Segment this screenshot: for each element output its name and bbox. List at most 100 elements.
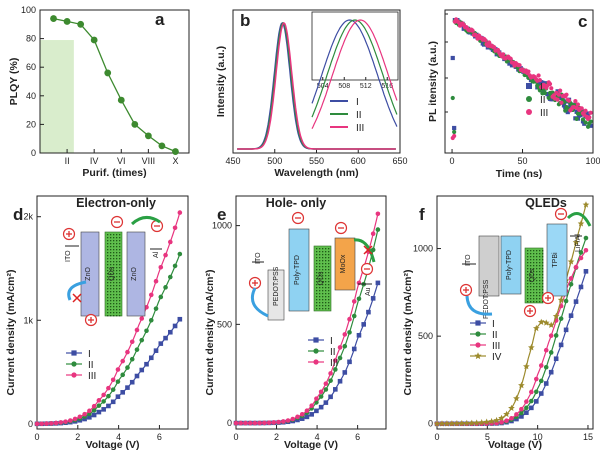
decay-point-III [536, 73, 541, 78]
qd-dot [536, 298, 538, 300]
iv-point-I [328, 394, 333, 400]
iv-point-I [366, 309, 371, 315]
qd-dot [316, 263, 318, 265]
iv-point-IV [468, 419, 476, 426]
legend-marker [71, 350, 77, 356]
shaded-region [40, 40, 74, 153]
qd-dot [328, 269, 330, 271]
qd-dot [539, 289, 541, 291]
legend-marker [526, 109, 532, 115]
x-tick-label: 450 [225, 156, 240, 166]
qd-dot [319, 254, 321, 256]
iv-point-I [106, 403, 111, 409]
qd-dot [325, 290, 327, 292]
qd-dot [539, 298, 541, 300]
iv-point-III [271, 420, 277, 425]
decay-point-III [456, 20, 461, 25]
iv-point-I [333, 387, 338, 392]
qd-dot [119, 315, 121, 317]
qd-dot [110, 255, 112, 257]
qd-dot [542, 268, 544, 270]
legend-label: II [492, 330, 498, 341]
iv-point-I [337, 378, 343, 384]
qd-dot [110, 285, 112, 287]
qd-dot [533, 283, 535, 285]
iv-point-I [129, 379, 135, 385]
qd-dot [316, 272, 318, 274]
iv-point-II [328, 378, 333, 383]
qd-dot [113, 288, 115, 290]
iv-point-III [578, 255, 584, 261]
iv-point-III [534, 376, 539, 382]
qd-dot [116, 246, 118, 248]
iv-point-III [583, 248, 589, 253]
qd-dot [113, 276, 115, 278]
y-tick-label: 0 [428, 419, 433, 429]
qd-dot [319, 248, 321, 250]
iv-point-I [153, 348, 159, 353]
qd-dot [325, 248, 327, 250]
moox-layer-label: MoOx [340, 254, 347, 273]
iv-point-I [148, 355, 154, 361]
qd-dot [119, 264, 121, 266]
qd-dot [322, 266, 324, 268]
lif-label: LiF/Al [575, 234, 582, 252]
qd-dot [319, 263, 321, 265]
decay-point-III [549, 86, 554, 91]
qd-dot [322, 296, 324, 298]
qd-dot [110, 249, 112, 251]
legend-label: I [88, 349, 91, 360]
iv-point-I [573, 299, 579, 304]
qd-dot [527, 277, 529, 279]
iv-point-III [106, 385, 111, 391]
decay-point-I [565, 109, 570, 115]
qd-dot [322, 299, 324, 301]
qd-dot [322, 269, 324, 271]
qd-dot [328, 302, 330, 304]
qd-dot [107, 312, 109, 314]
iv-point-II [134, 347, 140, 352]
iv-point-III [34, 421, 40, 427]
iv-point-III [134, 327, 140, 333]
iv-point-III [262, 420, 267, 426]
iv-point-I [563, 327, 569, 333]
qd-dot [107, 282, 109, 284]
iv-point-III [120, 358, 126, 364]
iv-point-II [96, 403, 102, 408]
qd-dot [316, 308, 318, 310]
legend-label: III [492, 341, 500, 352]
decay-point-II [563, 108, 568, 113]
iv-point-II [101, 399, 106, 404]
qd-dot [539, 268, 541, 270]
x-tick-label: 0 [434, 432, 439, 442]
qd-dot [533, 259, 535, 261]
inset-line-III [311, 19, 398, 129]
iv-point-III [238, 420, 244, 426]
decay-point-III [573, 99, 578, 104]
decay-point-III [526, 69, 531, 74]
qd-dot [325, 296, 327, 298]
decay-point-II [452, 129, 457, 135]
iv-point-IV [483, 418, 490, 425]
iv-point-IV [557, 296, 565, 303]
qd-dot [110, 312, 112, 314]
qd-dot [527, 289, 529, 291]
qd-dot [110, 237, 112, 239]
electron-arrow [353, 238, 376, 263]
iv-point-III [304, 408, 310, 413]
qd-dot [113, 300, 115, 302]
iv-point-I [314, 408, 319, 414]
qd-dot [533, 253, 535, 255]
iv-point-II [370, 247, 376, 253]
qd-dot [113, 273, 115, 275]
decay-point-III [508, 56, 513, 61]
qd-dot [116, 282, 118, 284]
iv-point-IV [518, 381, 525, 389]
qd-dot [110, 261, 112, 263]
y-tick-label: 0 [31, 148, 36, 158]
qd-dot [119, 294, 121, 296]
iv-point-II [158, 294, 164, 300]
decay-point-II [450, 95, 455, 101]
y-tick-label: 60 [26, 62, 36, 72]
